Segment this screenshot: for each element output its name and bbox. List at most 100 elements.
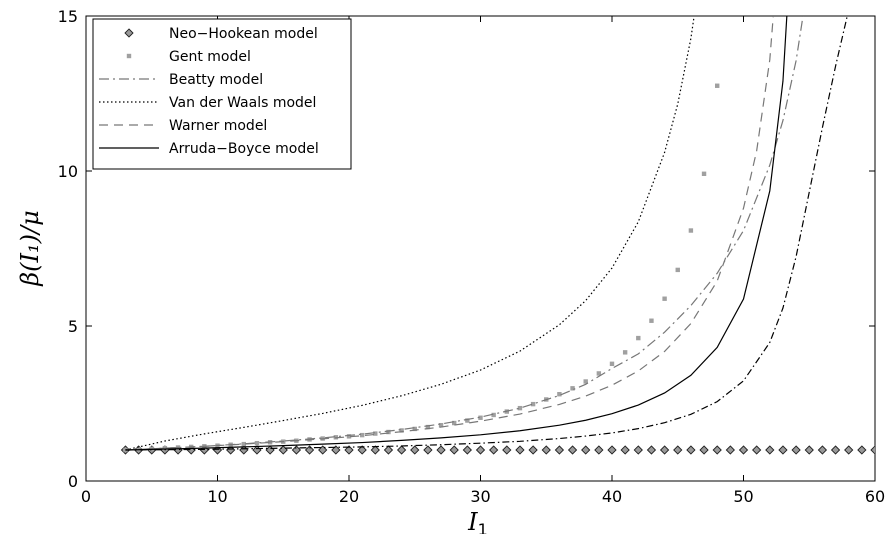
y-tick-label: 0 bbox=[68, 472, 78, 491]
y-tick-label: 5 bbox=[68, 317, 78, 336]
x-tick-label: 60 bbox=[865, 487, 885, 506]
data-point bbox=[583, 379, 588, 384]
data-point bbox=[304, 445, 315, 455]
legend-label: Neo−Hookean model bbox=[169, 26, 318, 42]
legend-item: Van der Waals model bbox=[99, 95, 316, 111]
data-point bbox=[870, 445, 875, 455]
data-point bbox=[410, 445, 420, 455]
legend-swatch bbox=[124, 28, 134, 38]
data-point bbox=[594, 445, 604, 455]
data-point bbox=[162, 445, 168, 451]
data-point bbox=[715, 83, 720, 88]
x-tick-label: 50 bbox=[733, 487, 753, 506]
legend-item: Beatty model bbox=[99, 72, 263, 88]
data-point bbox=[449, 445, 459, 455]
data-point bbox=[857, 445, 867, 455]
data-point bbox=[515, 445, 525, 455]
data-point bbox=[530, 401, 536, 407]
data-point bbox=[646, 445, 657, 455]
data-point bbox=[425, 424, 431, 430]
x-tick-label: 20 bbox=[339, 487, 359, 506]
data-point bbox=[370, 445, 380, 455]
y-axis-label: β(I₁)/μ bbox=[16, 210, 44, 286]
data-point bbox=[357, 445, 367, 455]
data-point bbox=[659, 445, 670, 455]
data-point bbox=[778, 445, 788, 455]
series-line bbox=[125, 16, 788, 451]
data-point bbox=[712, 445, 722, 455]
data-point bbox=[462, 445, 472, 455]
data-point bbox=[399, 428, 404, 433]
data-point bbox=[412, 426, 417, 432]
data-point bbox=[567, 445, 578, 455]
data-point bbox=[830, 445, 841, 455]
series-6 bbox=[125, 16, 848, 451]
data-point bbox=[570, 386, 575, 391]
data-point bbox=[254, 440, 260, 446]
legend-label: Arruda−Boyce model bbox=[169, 141, 319, 157]
data-point bbox=[541, 445, 551, 455]
data-point bbox=[649, 318, 654, 323]
x-tick-label: 0 bbox=[81, 487, 91, 506]
data-point bbox=[636, 335, 641, 341]
data-point bbox=[844, 445, 854, 455]
legend-label: Beatty model bbox=[169, 72, 263, 88]
y-tick-label: 10 bbox=[58, 162, 78, 181]
data-point bbox=[478, 415, 483, 420]
x-tick-label: 40 bbox=[602, 487, 622, 506]
series-5 bbox=[125, 16, 788, 451]
data-point bbox=[489, 445, 499, 455]
x-tick-label: 30 bbox=[470, 487, 490, 506]
data-point bbox=[344, 445, 354, 455]
data-point bbox=[686, 445, 696, 455]
data-point bbox=[554, 445, 565, 455]
data-point bbox=[359, 432, 365, 438]
x-axis-label: I1 bbox=[467, 508, 488, 534]
legend-item: Neo−Hookean model bbox=[124, 26, 318, 42]
data-point bbox=[673, 445, 683, 455]
legend-swatch bbox=[126, 53, 132, 59]
data-point bbox=[662, 296, 667, 301]
data-point bbox=[725, 445, 735, 455]
data-point bbox=[804, 445, 814, 455]
data-point bbox=[607, 445, 617, 455]
data-point bbox=[241, 441, 246, 447]
data-point bbox=[465, 418, 470, 423]
legend-item: Arruda−Boyce model bbox=[99, 141, 319, 157]
data-point bbox=[438, 423, 444, 428]
data-point bbox=[502, 445, 512, 455]
data-point bbox=[791, 445, 801, 455]
data-point bbox=[620, 445, 630, 455]
data-point bbox=[373, 431, 378, 436]
data-point bbox=[752, 445, 762, 455]
data-point bbox=[699, 445, 709, 455]
series-layer bbox=[120, 16, 875, 455]
legend-label: Gent model bbox=[169, 49, 251, 65]
data-point bbox=[557, 392, 562, 397]
data-point bbox=[765, 445, 775, 455]
legend-label: Van der Waals model bbox=[169, 95, 316, 111]
data-point bbox=[383, 445, 394, 455]
data-point bbox=[633, 445, 643, 455]
data-point bbox=[528, 445, 538, 455]
legend-label: Warner model bbox=[169, 118, 267, 134]
legend-box bbox=[92, 18, 352, 170]
data-point bbox=[688, 228, 694, 233]
data-point bbox=[346, 434, 352, 439]
data-point bbox=[517, 405, 523, 411]
data-point bbox=[436, 445, 446, 455]
data-point bbox=[622, 350, 628, 355]
data-point bbox=[609, 361, 615, 367]
data-point bbox=[491, 412, 496, 418]
series-line bbox=[125, 16, 848, 451]
data-point bbox=[581, 445, 591, 455]
x-tick-label: 10 bbox=[207, 487, 227, 506]
data-point bbox=[701, 171, 707, 176]
data-point bbox=[331, 445, 341, 455]
y-tick-label: 15 bbox=[58, 7, 78, 26]
data-point bbox=[291, 445, 302, 455]
data-point bbox=[396, 445, 407, 455]
legend-item: Gent model bbox=[126, 49, 251, 65]
data-point bbox=[475, 445, 486, 455]
